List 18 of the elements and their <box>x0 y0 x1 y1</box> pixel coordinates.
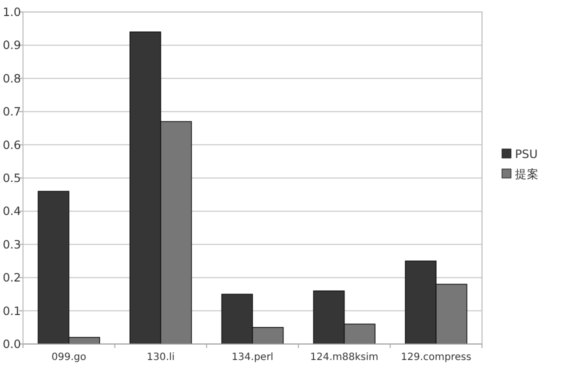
x-tick-label: 129.compress <box>400 352 472 363</box>
legend-label: 提案 <box>515 167 539 181</box>
y-tick-label: 0.1 <box>2 304 21 318</box>
x-tick-label: 134.perl <box>232 352 274 363</box>
legend-label: PSU <box>515 147 538 161</box>
y-tick-label: 0.3 <box>2 237 21 252</box>
y-tick-label: 0.6 <box>2 138 21 152</box>
y-tick-label: 0.8 <box>2 71 21 86</box>
y-tick-label: 0.9 <box>2 38 21 52</box>
x-tick-label: 124.m88ksim <box>310 352 378 363</box>
y-tick-label: 1.0 <box>2 5 21 19</box>
y-tick-label: 0.7 <box>2 104 21 119</box>
y-tick-label: 0.0 <box>2 337 21 351</box>
y-tick-label: 0.4 <box>2 204 21 218</box>
y-tick-label: 0.5 <box>2 171 21 185</box>
x-tick-label: 130.li <box>146 352 175 363</box>
y-tick-label: 0.2 <box>2 270 21 285</box>
x-tick-label: 099.go <box>52 352 86 363</box>
